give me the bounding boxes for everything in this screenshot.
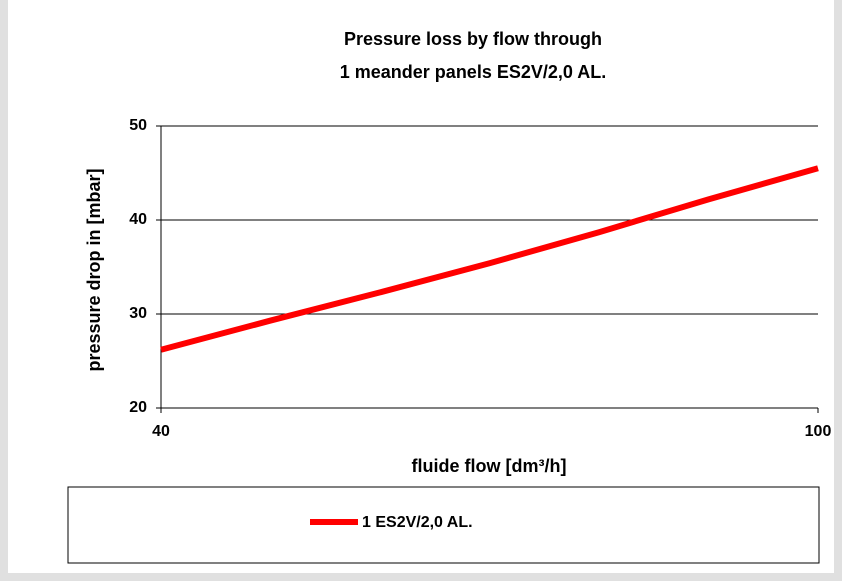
y-tick-label: 50	[129, 117, 147, 134]
chart-title: 1 meander panels ES2V/2,0 AL.	[340, 62, 606, 82]
chart-area	[8, 0, 834, 573]
x-tick-label: 100	[805, 423, 832, 440]
data-line	[160, 165, 819, 353]
x-tick-label: 40	[152, 423, 170, 440]
legend-label: 1 ES2V/2,0 AL.	[362, 514, 473, 531]
y-tick-label: 20	[129, 399, 147, 416]
chart-title: Pressure loss by flow through	[344, 29, 602, 49]
y-axis-label: pressure drop in [mbar]	[84, 168, 104, 371]
legend	[67, 486, 820, 564]
y-tick-label: 30	[129, 305, 147, 322]
y-tick-label: 40	[129, 211, 147, 228]
x-axis-label: fluide flow [dm³/h]	[412, 456, 567, 476]
